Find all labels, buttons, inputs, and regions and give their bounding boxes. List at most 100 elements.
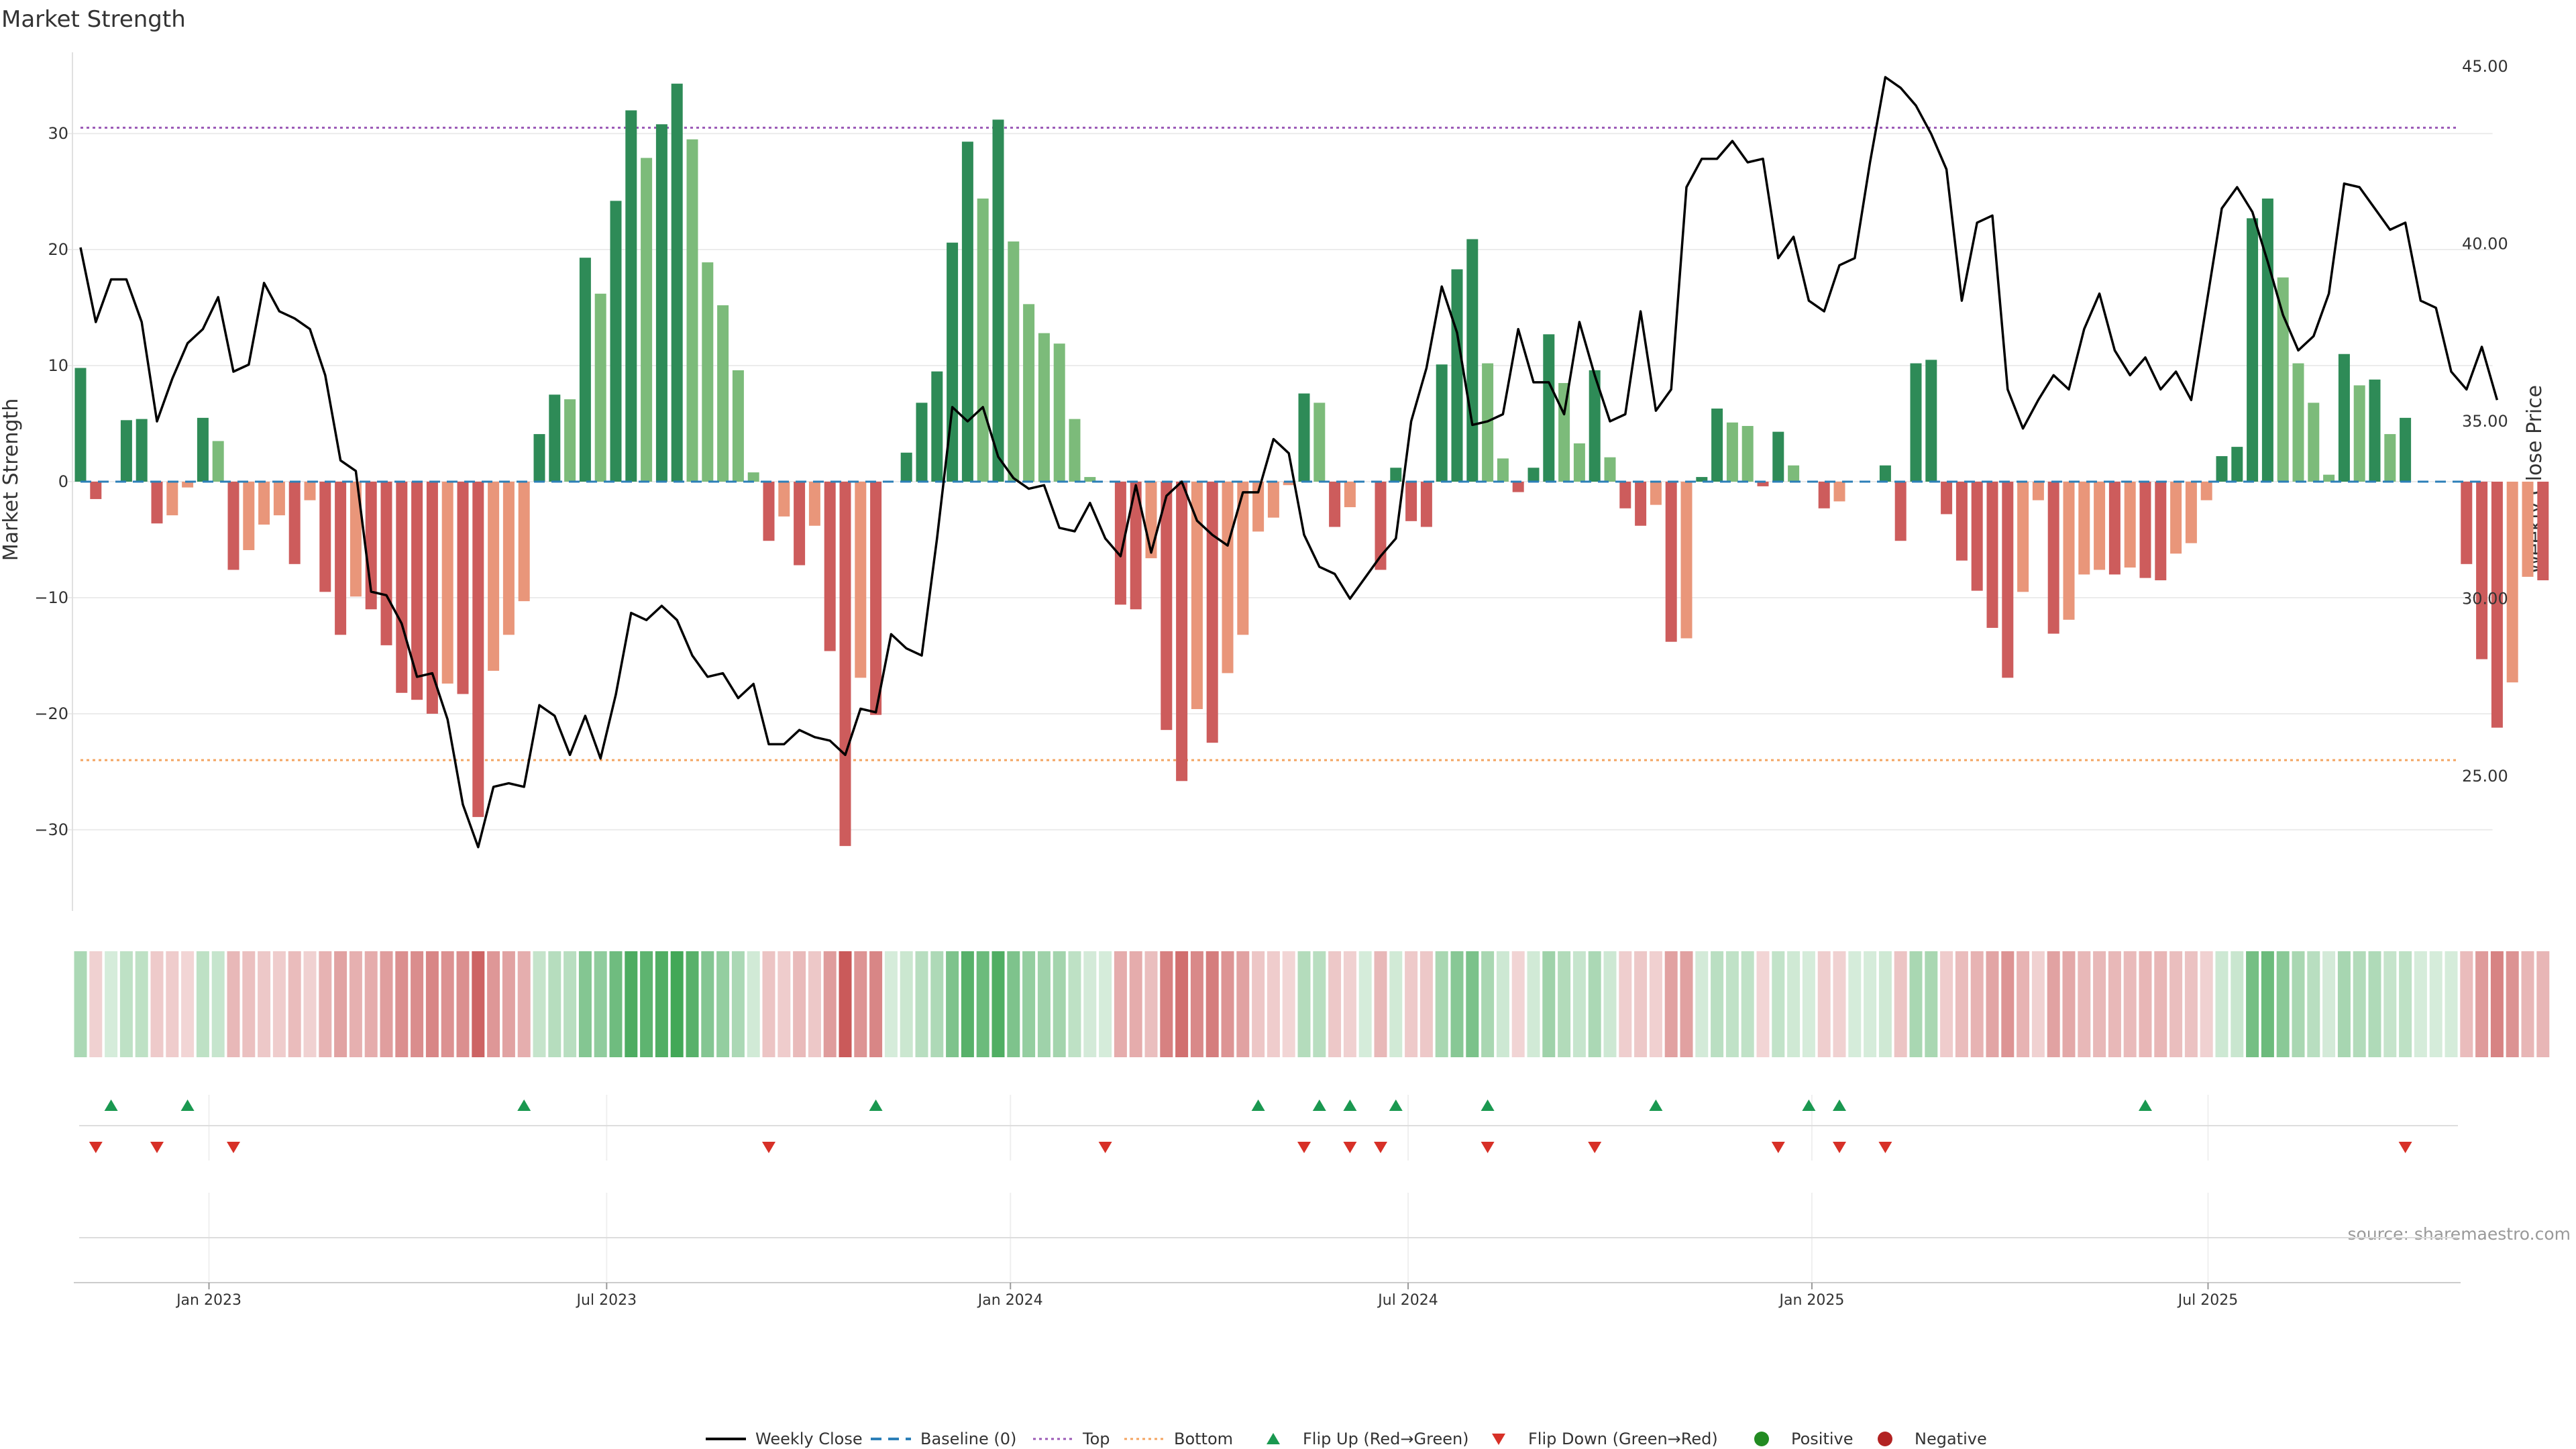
flip-down-marker: [1771, 1142, 1785, 1153]
heat-cell: [2078, 951, 2091, 1057]
strength-bar: [2094, 482, 2106, 570]
heat-cell: [2276, 951, 2290, 1057]
heat-cell: [1221, 951, 1234, 1057]
heat-cell: [456, 951, 470, 1057]
strength-bar: [2323, 474, 2335, 482]
strength-bar: [396, 482, 408, 693]
legend-item-positive: Positive: [1754, 1430, 1854, 1448]
strength-bar: [488, 482, 500, 671]
heat-cell: [2200, 951, 2213, 1057]
heat-cell: [1313, 951, 1326, 1057]
strength-bar: [808, 482, 820, 526]
heat-cell: [1496, 951, 1509, 1057]
legend-label: Baseline (0): [920, 1430, 1016, 1448]
heat-cell: [1328, 951, 1342, 1057]
heat-cell: [1542, 951, 1556, 1057]
heat-cell: [74, 951, 87, 1057]
strength-bar: [1466, 239, 1479, 482]
strength-bar: [166, 482, 178, 516]
heat-cell: [2292, 951, 2305, 1057]
heat-cell: [1817, 951, 1831, 1057]
heat-cell: [1986, 951, 1999, 1057]
heat-cell: [2460, 951, 2473, 1057]
strength-bar: [1497, 458, 1509, 482]
heat-cell: [946, 951, 959, 1057]
y2-tick-label: 35.00: [2462, 412, 2508, 431]
y2-tick-label: 30.00: [2462, 590, 2508, 608]
strength-bar: [2124, 482, 2136, 568]
heat-cell: [181, 951, 195, 1057]
strength-bar: [1696, 477, 1708, 482]
heat-cell: [1711, 951, 1724, 1057]
strength-bar: [1375, 482, 1387, 570]
heat-cell: [105, 951, 118, 1057]
heat-cell: [2383, 951, 2397, 1057]
heat-cell: [1450, 951, 1464, 1057]
strength-bar: [2400, 417, 2412, 482]
strength-bar: [2170, 482, 2182, 554]
flip-up-marker: [1481, 1099, 1495, 1111]
strength-bar: [2002, 482, 2014, 678]
heat-cell: [319, 951, 332, 1057]
legend-label: Flip Up (Red→Green): [1303, 1430, 1469, 1448]
heat-cell: [2261, 951, 2274, 1057]
heat-cell: [196, 951, 209, 1057]
heat-cell: [2017, 951, 2030, 1057]
heat-cell: [1114, 951, 1127, 1057]
strength-bar: [1038, 333, 1050, 482]
strength-bar: [197, 417, 209, 482]
heat-cell: [2399, 951, 2412, 1057]
heat-cell: [2169, 951, 2183, 1057]
heat-cell: [272, 951, 286, 1057]
heat-cell: [1053, 951, 1066, 1057]
strength-bar: [2017, 482, 2029, 592]
heat-cell: [2429, 951, 2443, 1057]
strength-bar: [1069, 419, 1081, 482]
strength-bar: [1910, 363, 1922, 482]
heat-cell: [548, 951, 561, 1057]
heat-cell: [625, 951, 638, 1057]
y-tick-label: 10: [48, 356, 68, 375]
strength-bar: [2032, 482, 2044, 500]
strength-bar: [212, 441, 224, 482]
legend-item-flip-up: Flip Up (Red→Green): [1267, 1430, 1469, 1448]
heat-cell: [747, 951, 760, 1057]
heat-cell: [686, 951, 699, 1057]
strength-bar: [1971, 482, 1983, 591]
heat-cell: [334, 951, 347, 1057]
heat-cell: [1343, 951, 1356, 1057]
strength-bar: [1650, 482, 1662, 505]
heat-cell: [1236, 951, 1250, 1057]
heat-cell: [349, 951, 362, 1057]
flip-up-marker: [1251, 1099, 1265, 1111]
heat-cell: [1297, 951, 1311, 1057]
heat-cell: [1160, 951, 1173, 1057]
heat-cell: [487, 951, 500, 1057]
legend-item-negative: Negative: [1878, 1430, 1987, 1448]
heat-cell: [2031, 951, 2045, 1057]
strength-bar: [961, 142, 973, 482]
x-tick-label: Jul 2025: [2177, 1292, 2239, 1309]
strength-bar: [1206, 482, 1218, 743]
heat-cell: [2536, 951, 2550, 1057]
heat-cell: [258, 951, 271, 1057]
heat-cell: [1725, 951, 1739, 1057]
heat-cell: [364, 951, 378, 1057]
flip-up-marker: [104, 1099, 118, 1111]
strength-bar: [1941, 482, 1953, 515]
strength-bar: [1558, 382, 1570, 482]
strength-bar: [2384, 434, 2396, 482]
strength-bar: [1267, 482, 1279, 518]
heat-cell: [1144, 951, 1158, 1057]
y-tick-label: 0: [58, 472, 68, 491]
heat-cell: [2414, 951, 2427, 1057]
strength-bar: [1252, 482, 1265, 532]
flip-up-marker: [1833, 1099, 1846, 1111]
strength-bar: [610, 201, 622, 482]
y-axis-label: Market Strength: [0, 398, 23, 561]
heat-cell: [2001, 951, 2015, 1057]
strength-bar: [1084, 477, 1096, 482]
strength-bar: [747, 472, 759, 482]
strength-bar: [136, 419, 148, 482]
strength-bar: [900, 452, 912, 482]
